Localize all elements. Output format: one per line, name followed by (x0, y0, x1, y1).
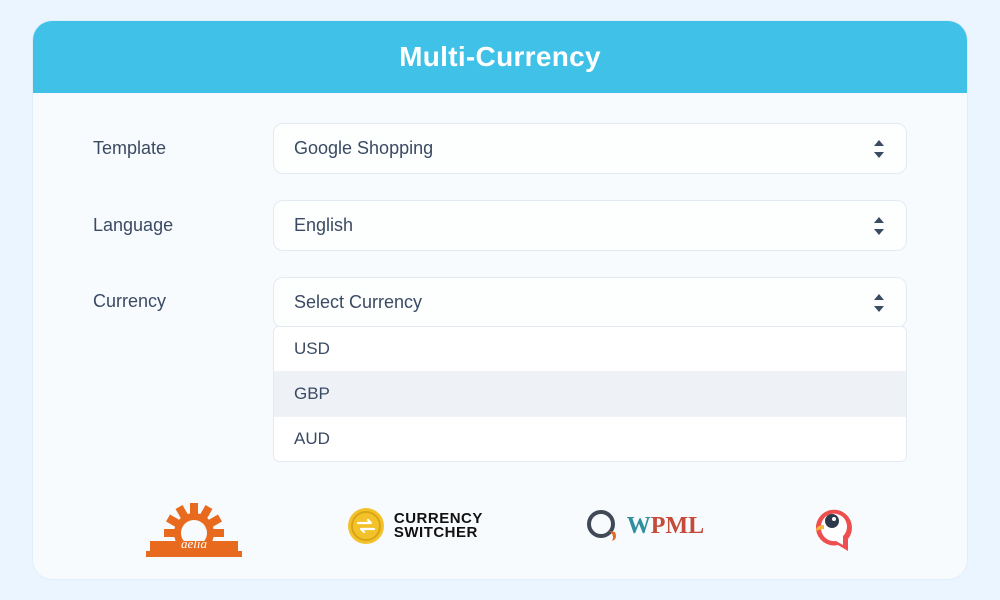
card-title: Multi-Currency (399, 41, 601, 72)
currency-option-gbp[interactable]: GBP (274, 371, 906, 416)
card-header: Multi-Currency (33, 21, 967, 93)
template-select-wrap: Google Shopping (273, 123, 907, 174)
currency-row: Currency Select Currency USD GBP AUD (93, 277, 907, 462)
currency-switcher-text: CURRENCY SWITCHER (394, 512, 483, 541)
aelia-logo: aelia (144, 495, 244, 557)
currency-select[interactable]: Select Currency (273, 277, 907, 328)
chevron-sort-icon (872, 140, 886, 158)
wpml-pml: PML (651, 513, 704, 539)
parrot-icon (806, 499, 856, 553)
currency-placeholder: Select Currency (294, 292, 422, 313)
chevron-sort-icon (872, 294, 886, 312)
currency-dropdown: USD GBP AUD (273, 326, 907, 462)
language-select[interactable]: English (273, 200, 907, 251)
coin-swap-icon (346, 506, 386, 546)
wpml-w: W (627, 513, 651, 539)
currency-select-wrap: Select Currency USD GBP AUD (273, 277, 907, 462)
gear-icon: aelia (144, 495, 244, 557)
template-value: Google Shopping (294, 138, 433, 159)
currency-option-usd[interactable]: USD (274, 327, 906, 371)
language-row: Language English (93, 200, 907, 251)
currency-label: Currency (93, 277, 273, 312)
currency-option-aud[interactable]: AUD (274, 416, 906, 461)
template-select[interactable]: Google Shopping (273, 123, 907, 174)
template-row: Template Google Shopping (93, 123, 907, 174)
chevron-sort-icon (872, 217, 886, 235)
language-value: English (294, 215, 353, 236)
cs-line2: SWITCHER (394, 526, 483, 540)
settings-form: Template Google Shopping Language Englis… (33, 93, 967, 498)
currency-switcher-logo: CURRENCY SWITCHER (346, 506, 483, 546)
language-select-wrap: English (273, 200, 907, 251)
aelia-name: aelia (181, 536, 207, 551)
settings-card: Multi-Currency Template Google Shopping … (32, 20, 968, 580)
wpml-icon (585, 509, 619, 543)
wpml-logo: WPML (585, 509, 704, 543)
language-label: Language (93, 215, 273, 236)
template-label: Template (93, 138, 273, 159)
polylang-logo (806, 499, 856, 553)
integration-logos: aelia CURRENCY SWITCHER WPML (33, 495, 967, 557)
wpml-text: WPML (627, 513, 704, 540)
